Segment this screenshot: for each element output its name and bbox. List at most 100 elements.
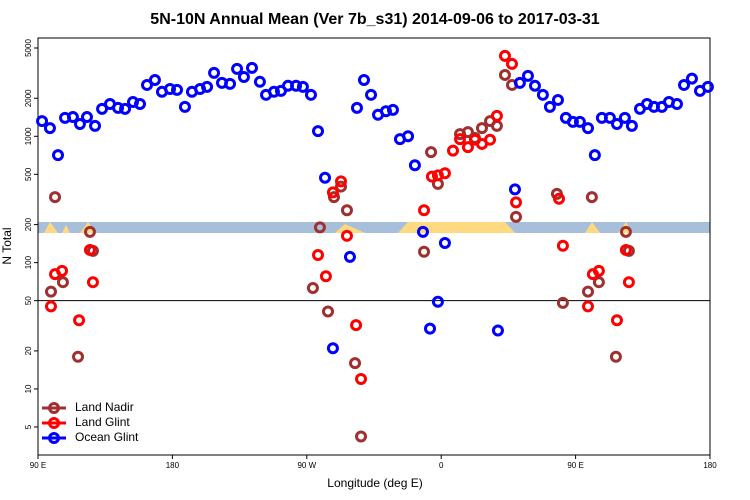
y-tick-label: 200 — [24, 217, 33, 231]
data-point — [551, 93, 564, 106]
data-point — [556, 239, 569, 252]
data-point — [326, 342, 339, 355]
data-point — [618, 111, 631, 124]
data-point — [508, 183, 521, 196]
data-point — [619, 243, 632, 256]
y-tick-label: 100 — [24, 255, 33, 269]
data-point — [355, 430, 368, 443]
data-point — [619, 225, 632, 238]
data-point — [340, 204, 353, 217]
data-point — [685, 72, 698, 85]
data-point — [201, 80, 214, 93]
data-point — [379, 105, 392, 118]
data-point — [528, 79, 541, 92]
data-point — [224, 77, 237, 90]
data-point — [484, 133, 497, 146]
data-point — [86, 276, 99, 289]
data-point — [83, 225, 96, 238]
data-point — [418, 245, 431, 258]
y-tick-label: 50 — [24, 296, 33, 305]
data-point — [505, 57, 518, 70]
data-point — [319, 171, 332, 184]
data-point — [701, 80, 714, 93]
legend-label: Land Nadir — [75, 400, 134, 414]
data-point — [56, 264, 69, 277]
data-point — [343, 250, 356, 263]
y-tick-label: 20 — [24, 346, 33, 355]
x-tick-label: 90 E — [567, 461, 583, 470]
data-point — [340, 229, 353, 242]
data-point — [592, 276, 605, 289]
data-point — [49, 191, 62, 204]
data-point — [573, 115, 586, 128]
data-point — [171, 83, 184, 96]
data-point — [610, 314, 623, 327]
data-point — [408, 159, 421, 172]
legend-label: Ocean Glint — [75, 430, 139, 444]
data-point — [513, 76, 526, 89]
data-point — [237, 70, 250, 83]
data-point — [670, 98, 683, 111]
data-point — [402, 130, 415, 143]
data-point — [72, 350, 85, 363]
data-point — [319, 270, 332, 283]
data-point — [73, 118, 86, 131]
data-point — [73, 314, 86, 327]
x-axis-label: Longitude (deg E) — [327, 476, 422, 490]
x-tick-label: 90 W — [297, 461, 316, 470]
y-tick-label: 10 — [24, 384, 33, 393]
data-point — [609, 350, 622, 363]
data-point — [304, 88, 317, 101]
y-tick-label: 5000 — [24, 39, 33, 57]
y-axis-label: N Total — [0, 227, 14, 264]
data-point — [231, 62, 244, 75]
legend-label: Land Glint — [75, 415, 130, 429]
data-point — [164, 82, 177, 95]
data-point — [306, 281, 319, 294]
data-point — [365, 88, 378, 101]
y-tick-label: 2000 — [24, 89, 33, 107]
data-point — [349, 357, 362, 370]
data-point — [566, 115, 579, 128]
data-point — [386, 103, 399, 116]
data-point — [585, 191, 598, 204]
data-point — [141, 78, 154, 91]
data-point — [350, 319, 363, 332]
data-point — [312, 125, 324, 138]
data-point — [80, 111, 93, 124]
data-point — [498, 49, 511, 62]
chart-title: 5N-10N Annual Mean (Ver 7b_s31) 2014-09-… — [150, 11, 600, 28]
data-point — [521, 69, 534, 82]
data-point — [83, 243, 96, 256]
data-point — [678, 78, 691, 91]
data-point — [357, 74, 370, 87]
data-point — [475, 122, 488, 135]
data-point — [438, 237, 451, 250]
x-tick-label: 0 — [439, 461, 444, 470]
data-point — [490, 109, 503, 122]
data-point — [89, 119, 102, 132]
data-point — [592, 264, 605, 277]
y-tick-label: 5 — [24, 424, 33, 429]
data-point — [418, 204, 431, 217]
data-point — [581, 300, 594, 313]
data-point — [510, 196, 523, 209]
data-point — [461, 126, 474, 139]
data-point — [56, 276, 69, 289]
data-point — [425, 170, 438, 183]
data-point — [148, 74, 161, 87]
x-tick-label: 180 — [166, 461, 180, 470]
data-point — [112, 101, 125, 114]
data-point — [36, 115, 49, 128]
y-tick-label: 500 — [24, 167, 33, 181]
data-point — [424, 322, 436, 335]
data-point — [178, 100, 191, 113]
x-tick-label: 90 E — [30, 461, 46, 470]
data-point — [510, 210, 523, 223]
data-point — [133, 98, 146, 111]
data-point — [313, 221, 326, 234]
data-point — [355, 372, 368, 385]
data-point — [588, 149, 601, 162]
data-point — [44, 300, 57, 313]
